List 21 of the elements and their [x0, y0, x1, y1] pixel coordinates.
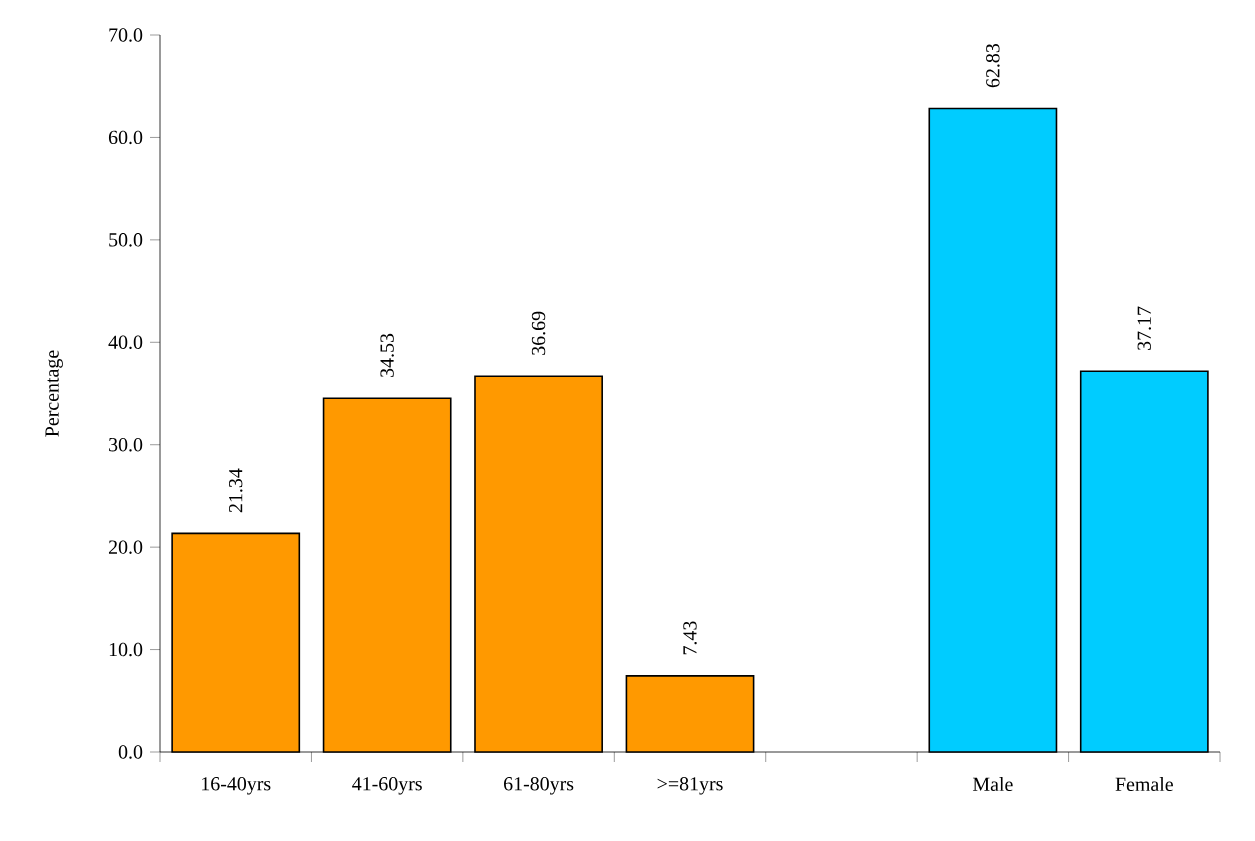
y-tick-label: 50.0: [109, 233, 143, 247]
x-tick-label: 16-40yrs: [202, 777, 271, 795]
y-axis-title: Percentage: [45, 350, 63, 437]
y-tick-label: 10.0: [109, 642, 143, 657]
x-tick-label: 41-60yrs: [352, 777, 422, 795]
y-tick-label: 70.0: [109, 28, 143, 42]
x-tick-label: Male: [972, 777, 1013, 792]
data-label: 7.43: [683, 621, 697, 655]
data-label: 36.69: [531, 311, 546, 355]
x-tick-label: >=81yrs: [657, 777, 723, 795]
data-label: 37.17: [1137, 306, 1152, 350]
y-tick-label: 20.0: [108, 540, 143, 554]
y-tick-label: 30.0: [109, 437, 143, 452]
data-label: 62.83: [986, 43, 1000, 88]
x-tick-label: 61-80yrs: [504, 777, 574, 795]
y-tick-label: 60.0: [108, 130, 143, 145]
y-tick-label: 40.0: [108, 335, 143, 350]
y-tick-label: 0.0: [118, 745, 143, 759]
x-tick-label: Female: [1115, 777, 1173, 792]
data-label: 34.53: [380, 333, 394, 377]
data-label: 21.34: [228, 468, 243, 513]
